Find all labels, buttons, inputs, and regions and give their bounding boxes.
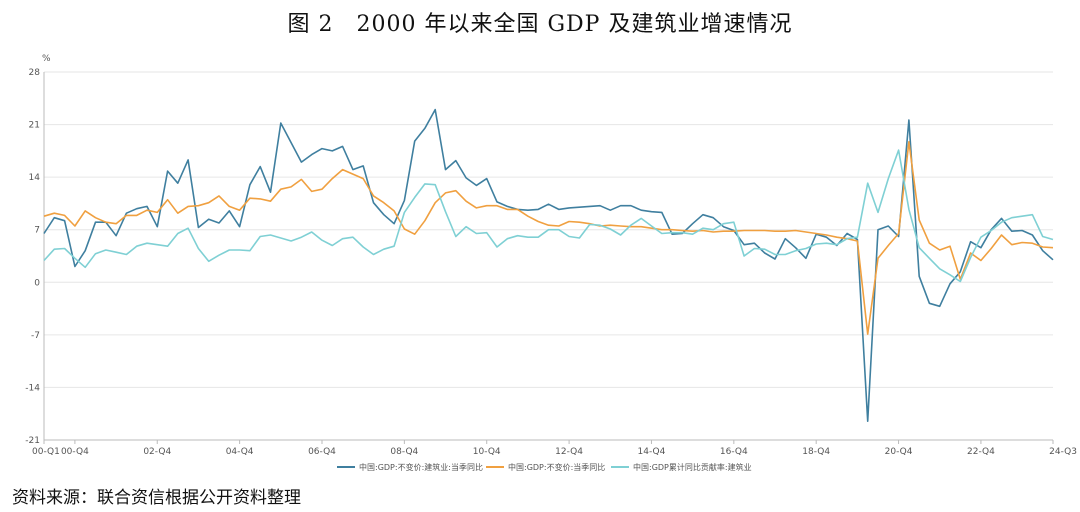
y-tick-label: 7 bbox=[34, 226, 40, 236]
x-tick-label: 04-Q4 bbox=[226, 447, 254, 457]
series-line-2 bbox=[43, 141, 1054, 335]
x-tick-label: 20-Q4 bbox=[885, 447, 913, 457]
x-tick-label: 22-Q4 bbox=[967, 447, 995, 457]
y-tick-label: 21 bbox=[29, 121, 40, 131]
x-tick-label: 00-Q4 bbox=[61, 447, 89, 457]
legend: 中国:GDP:不变价:建筑业:当季同比 中国:GDP:不变价:当季同比 中国:GDP… bbox=[337, 462, 752, 472]
x-tick-label: 02-Q4 bbox=[143, 447, 171, 457]
grid-lines bbox=[44, 71, 1053, 441]
source-note: 资料来源：联合资信根据公开资料整理 bbox=[12, 488, 301, 508]
series-line-1 bbox=[43, 108, 1054, 423]
x-tick-label: 06-Q4 bbox=[308, 447, 336, 457]
y-tick-label: 0 bbox=[34, 278, 40, 288]
x-tick-label: 12-Q4 bbox=[555, 447, 583, 457]
legend-label: 中国:GDP累计同比贡献率:建筑业 bbox=[633, 462, 752, 472]
x-tick-label: 16-Q4 bbox=[720, 447, 748, 457]
x-tick-label: 08-Q4 bbox=[390, 447, 418, 457]
x-axis-ticks: 00-Q1 00-Q4 02-Q4 04-Q4 06-Q4 08-Q4 10-Q4 12-Q4… bbox=[32, 440, 1077, 457]
y-tick-label: 14 bbox=[29, 173, 41, 183]
y-axis-unit-label: % bbox=[42, 54, 51, 64]
x-tick-label: 00-Q1 bbox=[32, 447, 60, 457]
legend-label: 中国:GDP:不变价:当季同比 bbox=[508, 462, 605, 472]
series-lines bbox=[43, 108, 1054, 423]
y-tick-label: -7 bbox=[31, 331, 40, 341]
x-tick-label: 10-Q4 bbox=[473, 447, 501, 457]
y-tick-label: 28 bbox=[29, 68, 41, 78]
chart-title: 图 2 2000 年以来全国 GDP 及建筑业增速情况 bbox=[287, 12, 793, 37]
y-axis-ticks: 28 21 14 7 0 -7 -14 -21 bbox=[25, 68, 1053, 446]
x-tick-label: 24-Q3 bbox=[1049, 447, 1077, 457]
y-tick-label: -21 bbox=[25, 436, 40, 446]
x-tick-label: 18-Q4 bbox=[802, 447, 830, 457]
legend-label: 中国:GDP:不变价:建筑业:当季同比 bbox=[359, 462, 483, 472]
x-tick-label: 14-Q4 bbox=[638, 447, 666, 457]
y-tick-label: -14 bbox=[25, 383, 40, 393]
series-line-3 bbox=[43, 149, 1054, 283]
